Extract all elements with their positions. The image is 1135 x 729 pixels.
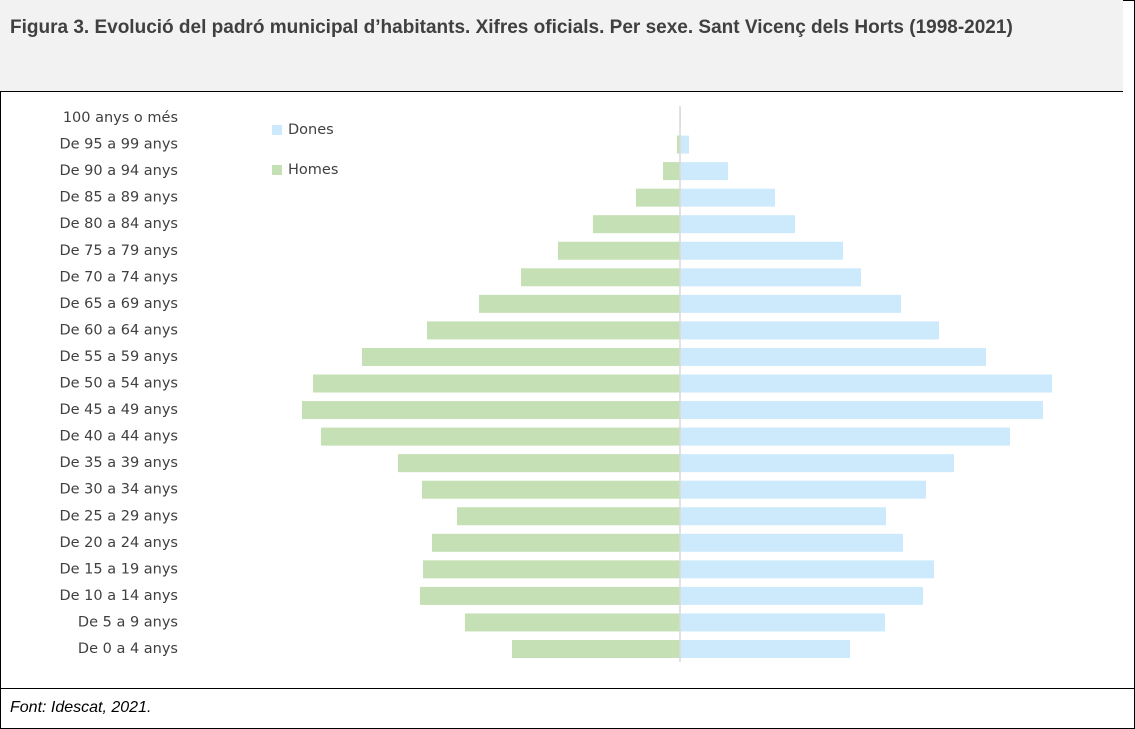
bar: [680, 507, 886, 526]
legend-swatch: [272, 165, 282, 175]
bar: [680, 427, 1010, 446]
category-label: De 35 a 39 anys: [59, 455, 178, 471]
divider: [0, 688, 1135, 689]
bar: [457, 507, 680, 526]
figure-title: Figura 3. Evolució del padró municipal d…: [0, 0, 1123, 92]
bar: [677, 135, 680, 154]
category-label: De 15 a 19 anys: [59, 561, 178, 577]
bar: [680, 613, 885, 632]
bar: [512, 640, 680, 658]
bar: [302, 401, 680, 420]
bar: [432, 533, 680, 552]
bar: [680, 268, 861, 287]
bar: [663, 162, 680, 181]
legend-label: Dones: [288, 122, 334, 138]
category-label: De 85 a 89 anys: [59, 190, 178, 206]
bar: [680, 241, 843, 260]
bar: [680, 374, 1052, 393]
bar: [398, 454, 680, 473]
bar: [521, 268, 680, 287]
bar: [321, 427, 680, 446]
bar: [680, 215, 795, 234]
bar: [558, 241, 680, 260]
legend-label: Homes: [288, 162, 338, 178]
category-label: De 65 a 69 anys: [59, 296, 178, 312]
bar: [680, 135, 689, 154]
bar: [680, 347, 986, 366]
source: Font: Idescat, 2021.: [10, 699, 152, 716]
bar: [680, 533, 903, 552]
bar: [680, 454, 954, 473]
bar: [420, 586, 680, 605]
bar: [593, 215, 680, 234]
category-label: De 45 a 49 anys: [59, 402, 178, 418]
category-label: De 0 a 4 anys: [78, 641, 178, 657]
category-label: De 90 a 94 anys: [59, 163, 178, 179]
bar: [680, 560, 934, 579]
category-label: De 75 a 79 anys: [59, 243, 178, 259]
category-label: De 80 a 84 anys: [59, 216, 178, 232]
bar: [427, 321, 680, 340]
category-label: De 30 a 34 anys: [59, 482, 178, 498]
category-label: De 40 a 44 anys: [59, 429, 178, 445]
bar: [680, 640, 850, 658]
legend-swatch: [272, 125, 282, 135]
bar: [422, 480, 680, 499]
category-label: De 95 a 99 anys: [59, 137, 178, 153]
bar: [465, 613, 680, 632]
category-label: De 55 a 59 anys: [59, 349, 178, 365]
category-label: De 70 a 74 anys: [59, 269, 178, 285]
bar: [680, 188, 775, 207]
bar: [680, 586, 923, 605]
bar: [313, 374, 680, 393]
bar: [479, 294, 680, 313]
bar: [680, 321, 939, 340]
bar: [680, 401, 1043, 420]
bar: [423, 560, 680, 579]
category-label: De 25 a 29 anys: [59, 508, 178, 524]
category-label: De 60 a 64 anys: [59, 322, 178, 338]
category-label: De 50 a 54 anys: [59, 376, 178, 392]
category-label: De 5 a 9 anys: [78, 614, 178, 630]
bar: [680, 162, 728, 181]
bar: [680, 480, 926, 499]
bar: [636, 188, 680, 207]
bar: [362, 347, 680, 366]
category-label: De 20 a 24 anys: [59, 535, 178, 551]
category-label: 100 anys o més: [63, 110, 178, 126]
category-label: De 10 a 14 anys: [59, 588, 178, 604]
bar: [680, 294, 901, 313]
